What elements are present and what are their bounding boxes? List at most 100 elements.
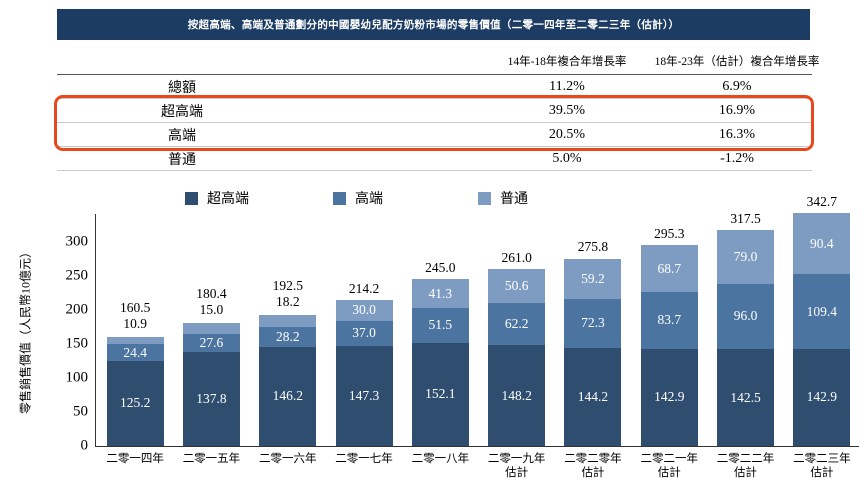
bar-segment — [564, 347, 622, 446]
bar-segment-value: 51.5 — [428, 317, 453, 333]
bar-segment-value: 37.0 — [352, 325, 376, 341]
bar-segment — [182, 333, 240, 353]
bar-segment — [182, 323, 240, 334]
bar-segment — [411, 342, 469, 446]
bar-total-value: 275.8 — [577, 239, 609, 255]
bar-total-value: 245.0 — [425, 260, 456, 276]
bar-total-value: 214.2 — [348, 281, 380, 297]
table-row-regular: 普通 5.0% -1.2% — [57, 147, 812, 171]
bar-segment-value: 28.2 — [275, 328, 300, 344]
bar-segment-value: 90.4 — [810, 235, 834, 251]
bar-segment-value: 142.5 — [730, 389, 761, 405]
bar-segment-value: 142.9 — [806, 389, 838, 405]
y-axis-line — [95, 214, 96, 446]
bar-segment-value: 79.0 — [733, 248, 758, 264]
x-axis-category-label: 二零一五年 — [182, 453, 241, 465]
bar-segment — [717, 283, 775, 350]
bar-segment — [488, 302, 546, 346]
y-tick-label: 100 — [65, 369, 89, 386]
y-tick-label: 300 — [65, 233, 89, 250]
x-axis-category-label: 二零二二年 估計 — [716, 453, 775, 479]
bar-segment — [488, 268, 546, 303]
bar-segment-value: 144.2 — [577, 388, 609, 404]
bar-segment — [411, 279, 469, 308]
bar-top-segment-value-outside: 10.9 — [123, 315, 147, 331]
bar-segment-value: 83.7 — [657, 312, 682, 328]
bar-segment — [564, 298, 622, 348]
cagr-18-23-value: 6.9% — [722, 78, 752, 94]
bar-segment-value: 137.8 — [196, 391, 227, 407]
header-divider — [57, 74, 812, 75]
x-axis-category-label: 二零一八年 — [411, 453, 470, 465]
table-row-total: 總額 11.2% 6.9% — [57, 75, 812, 99]
bar-segment-value: 148.2 — [501, 387, 532, 403]
bar-segment — [182, 352, 240, 446]
row-label: 普通 — [168, 152, 196, 168]
bar-segment — [564, 258, 622, 299]
table-header-row: 14年-18年複合年增長率 18年-23年（估計）複合年增長率 — [57, 48, 820, 74]
bar-segment — [717, 230, 775, 284]
bar-segment-value: 142.9 — [654, 389, 685, 405]
bar-segment — [335, 300, 393, 321]
y-tick-label: 200 — [65, 301, 89, 318]
cagr-14-18-value: 5.0% — [552, 150, 582, 166]
bar-segment-value: 146.2 — [272, 388, 303, 404]
bar-top-segment-value-outside: 15.0 — [199, 302, 224, 318]
cagr-18-23-value: -1.2% — [720, 150, 754, 166]
col-header-cagr-18-23: 18年-23年（估計）複合年增長率 — [654, 56, 820, 68]
x-axis-category-label: 二零二零年 估計 — [564, 453, 622, 479]
premium-swatch-icon — [333, 191, 346, 205]
x-axis-category-label: 二零二三年 估計 — [793, 453, 851, 479]
bar-segment-value: 50.6 — [504, 277, 529, 293]
x-axis-category-label: 二零一七年 — [335, 453, 393, 465]
bar-total-value: 160.5 — [119, 299, 151, 315]
legend-item-ultra-premium: 超高端 — [185, 188, 249, 208]
x-axis-category-label: 二零二一年 估計 — [640, 453, 698, 479]
x-axis-line — [95, 446, 859, 447]
bar-segment — [793, 212, 851, 275]
bar-segment-value: 72.3 — [581, 315, 605, 331]
bar-segment — [640, 245, 698, 292]
bar-segment — [793, 274, 851, 349]
x-axis-category-label: 二零一六年 — [258, 453, 317, 465]
cagr-14-18-value: 39.5% — [548, 102, 586, 118]
x-axis-category-label: 二零一四年 — [106, 453, 164, 465]
bar-segment — [335, 320, 393, 346]
bar-segment-value: 27.6 — [199, 334, 224, 350]
bar-segment-value: 41.3 — [428, 285, 453, 301]
bar-segment-value: 152.1 — [425, 386, 456, 402]
chart-title-banner: 按超高端、高端及普通劃分的中國嬰幼兒配方奶粉市場的零售價值（二零一四年至二零二三… — [57, 9, 810, 40]
legend-label: 超高端 — [207, 192, 249, 207]
y-tick-label: 50 — [73, 403, 88, 420]
legend: 超高端 高端 普通 — [0, 188, 864, 207]
bar-segment-value: 30.0 — [352, 302, 376, 318]
bar-segment — [793, 348, 851, 446]
bar-segment-value: 62.2 — [504, 316, 529, 332]
bar-segment — [717, 349, 775, 446]
bar-segment-value: 96.0 — [733, 308, 758, 324]
bar-segment-value: 125.2 — [119, 395, 151, 411]
bar-segment — [106, 336, 164, 345]
x-axis-category-label: 二零一九年 估計 — [487, 453, 546, 479]
bar-segment-value: 109.4 — [806, 303, 838, 319]
legend-item-premium: 高端 — [333, 188, 383, 208]
cagr-14-18-value: 20.5% — [548, 126, 586, 142]
y-tick-label: 150 — [65, 335, 89, 352]
legend-label: 普通 — [500, 192, 528, 207]
bar-segment — [259, 315, 317, 328]
bar-segment — [640, 348, 698, 446]
cagr-18-23-value: 16.3% — [718, 126, 756, 142]
table-row-premium: 高端 20.5% 16.3% — [57, 123, 812, 147]
bar-total-value: 342.7 — [806, 193, 838, 209]
bar-segment — [411, 307, 469, 343]
cagr-18-23-value: 16.9% — [718, 102, 756, 118]
bar-segment-value: 59.2 — [581, 270, 605, 286]
bar-segment — [106, 360, 164, 446]
regular-swatch-icon — [478, 191, 491, 205]
row-label: 高端 — [168, 128, 196, 144]
bar-total-value: 180.4 — [196, 286, 227, 302]
bar-total-value: 317.5 — [730, 211, 761, 227]
bar-segment — [106, 344, 164, 361]
bar-total-value: 192.5 — [272, 278, 303, 294]
